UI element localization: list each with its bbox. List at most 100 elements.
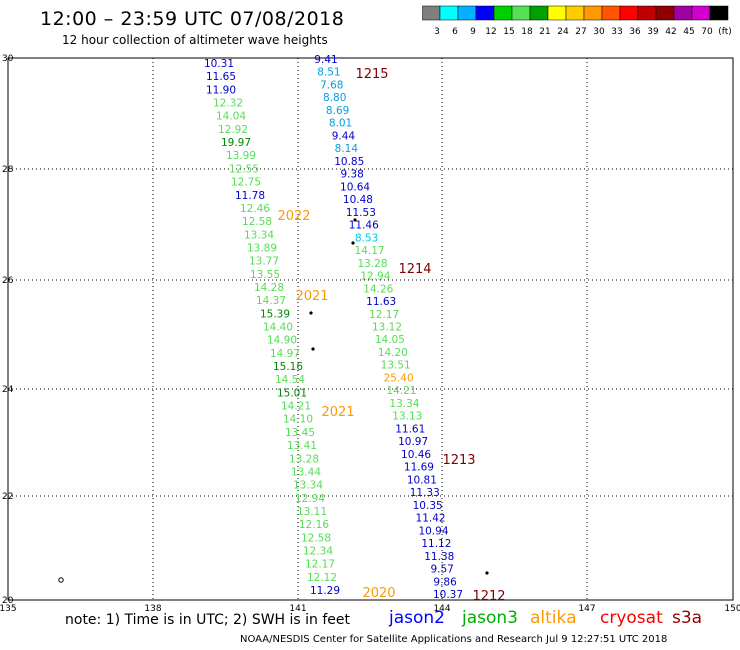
swh-value: 7.68 [320, 79, 343, 91]
lon-tick-label: 138 [144, 604, 161, 614]
pass-time-label: 1215 [355, 67, 388, 82]
island-dot [309, 311, 313, 315]
swh-value: 14.04 [216, 111, 246, 123]
pass-time-label: 2021 [321, 405, 354, 420]
swh-value: 14.05 [375, 334, 405, 346]
swh-value: 12.75 [231, 177, 261, 189]
swh-value: 10.97 [398, 436, 428, 448]
swh-value: 12.16 [299, 519, 329, 531]
color-scale-bar: 3 6 9 12 15 18 21 24 27 30 33 36 39 42 45 70 (ft) [422, 5, 732, 37]
lat-tick-label: 22 [2, 492, 13, 502]
footer-credit: NOAA/NESDIS Center for Satellite Applica… [240, 634, 668, 645]
lat-tick-label: 20 [2, 596, 14, 606]
swh-value: 8.69 [326, 105, 349, 117]
swh-value: 11.38 [424, 551, 454, 563]
colorbar-label: 21 [539, 27, 550, 37]
swh-value: 11.12 [421, 538, 451, 550]
swh-value: 14.10 [283, 414, 313, 426]
swh-value: 13.13 [392, 411, 422, 423]
swh-value: 13.41 [287, 440, 317, 452]
pass-time-label: 2021 [295, 289, 328, 304]
swh-value: 14.40 [263, 322, 293, 334]
swh-value: 8.80 [323, 92, 346, 104]
swh-value: 12.34 [303, 545, 333, 557]
swh-value: 13.11 [297, 506, 327, 518]
swh-value: 10.35 [413, 500, 443, 512]
pass-time-label: 1214 [398, 262, 431, 277]
swh-value: 11.61 [395, 423, 425, 435]
swh-value: 8.01 [329, 118, 352, 130]
swh-value: 15.01 [277, 387, 307, 399]
swh-value: 11.63 [366, 296, 396, 308]
swh-value: 12.17 [305, 559, 335, 571]
swh-value: 13.89 [247, 242, 277, 254]
lat-tick-label: 28 [2, 165, 14, 175]
swh-value: 11.42 [416, 513, 446, 525]
swh-value: 14.28 [254, 282, 284, 294]
swh-value: 12.92 [218, 124, 248, 136]
swh-value: 10.31 [204, 58, 234, 70]
satellite-legend-s3a: s3a [672, 608, 703, 628]
swh-value: 15.16 [273, 361, 303, 373]
swh-value: 12.17 [369, 309, 399, 321]
swh-value: 9.38 [340, 169, 363, 181]
lon-tick-label: 141 [289, 604, 306, 614]
lat-tick-label: 24 [2, 385, 14, 395]
swh-value: 10.46 [401, 449, 431, 461]
swh-value: 14.20 [378, 347, 408, 359]
swh-value: 14.90 [267, 335, 297, 347]
swh-value: 13.99 [226, 150, 256, 162]
swh-value: 11.65 [206, 71, 236, 83]
swh-value: 13.34 [389, 398, 419, 410]
swh-value: 9.41 [314, 54, 337, 66]
swh-value: 13.55 [250, 269, 280, 281]
swh-value: 12.12 [307, 572, 337, 584]
colorbar-label: 30 [593, 27, 605, 37]
swh-value: 14.54 [275, 374, 305, 386]
swh-value: 11.33 [410, 487, 440, 499]
lon-tick-label: 135 [0, 604, 17, 614]
satellite-legend-cryosat: cryosat [600, 608, 663, 628]
swh-value: 11.90 [206, 84, 236, 96]
colorbar-label: 18 [521, 27, 533, 37]
swh-value: 13.34 [244, 229, 274, 241]
swh-value: 12.32 [213, 98, 243, 110]
colorbar-label: 33 [611, 27, 622, 37]
colorbar-label: 27 [575, 27, 586, 37]
island-dot [311, 347, 315, 351]
swh-value: 9.44 [332, 130, 356, 142]
satellite-legend-jason2: jason2 [389, 608, 445, 628]
swh-value: 10.64 [340, 181, 370, 193]
lon-tick-label: 150 [724, 604, 740, 614]
colorbar-label: 9 [470, 27, 476, 37]
page-subtitle: 12 hour collection of altimeter wave hei… [62, 33, 328, 47]
swh-value: 13.34 [293, 480, 323, 492]
swh-value: 13.44 [291, 466, 321, 478]
colorbar-label: 12 [485, 27, 496, 37]
swh-value: 14.37 [256, 295, 286, 307]
swh-value: 14.17 [355, 245, 385, 257]
pass-time-label: 2022 [277, 209, 310, 224]
colorbar-swatch [709, 5, 729, 21]
swh-value: 12.58 [242, 216, 272, 228]
swh-value: 8.51 [317, 67, 340, 79]
swh-value: 14.26 [363, 283, 393, 295]
colorbar-label: 70 [701, 27, 713, 37]
swh-value: 12.94 [360, 271, 390, 283]
colorbar-label: 39 [647, 27, 659, 37]
page-title: 12:00 – 23:59 UTC 07/08/2018 [40, 8, 345, 30]
swh-value: 12.55 [229, 163, 259, 175]
swh-value: 19.97 [221, 137, 251, 149]
island-dot [353, 218, 357, 222]
swh-value: 12.58 [301, 532, 331, 544]
colorbar-label: 6 [452, 27, 458, 37]
island-ring [58, 577, 64, 583]
colorbar-label: 36 [629, 27, 641, 37]
swh-value: 13.12 [372, 322, 402, 334]
swh-value: 10.94 [418, 525, 448, 537]
island-dot [351, 241, 355, 245]
swh-value: 13.45 [285, 427, 315, 439]
lon-tick-label: 147 [578, 604, 595, 614]
footer-note: note: 1) Time is in UTC; 2) SWH is in fe… [65, 612, 351, 628]
swh-value: 10.85 [334, 156, 364, 168]
